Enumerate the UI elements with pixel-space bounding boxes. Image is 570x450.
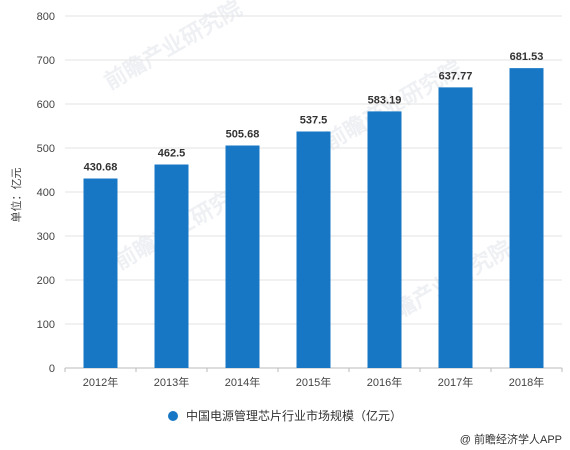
y-tick-label: 0 <box>49 363 55 375</box>
data-label: 583.19 <box>368 94 402 106</box>
x-axis-ticks: 2012年 2013年 2014年 2015年 2016年 2017年 2018年 <box>83 375 544 389</box>
data-label: 537.5 <box>300 115 328 127</box>
y-axis-ticks: 0 100 200 300 400 500 600 700 800 <box>37 11 55 375</box>
data-labels: 430.68 462.5 505.68 537.5 583.19 637.77 681.53 <box>84 51 544 173</box>
y-tick-label: 700 <box>37 55 55 67</box>
bar <box>509 68 544 368</box>
y-tick-label: 300 <box>37 231 55 243</box>
x-tick-label: 2018年 <box>509 375 544 389</box>
legend-label: 中国电源管理芯片行业市场规模（亿元） <box>185 409 402 423</box>
data-label: 462.5 <box>158 148 186 160</box>
y-tick-label: 600 <box>37 99 55 111</box>
y-tick-label: 400 <box>37 187 55 199</box>
y-tick-label: 100 <box>37 319 55 331</box>
data-label: 505.68 <box>226 129 260 141</box>
legend-marker <box>167 411 178 421</box>
x-tick-label: 2014年 <box>225 375 260 389</box>
y-tick-label: 500 <box>37 143 55 155</box>
x-tick-label: 2017年 <box>438 375 473 389</box>
bar <box>367 111 402 369</box>
bar <box>154 164 189 368</box>
bar <box>296 131 331 368</box>
bar <box>83 178 118 368</box>
watermark-text: 前瞻产业研究院 <box>100 0 246 94</box>
data-label: 430.68 <box>84 162 118 174</box>
x-tick-label: 2013年 <box>154 375 189 389</box>
bar <box>225 145 260 368</box>
data-label: 681.53 <box>510 51 544 63</box>
x-tick-label: 2012年 <box>83 375 118 389</box>
bars-layer <box>83 68 544 369</box>
x-tick-label: 2016年 <box>367 375 402 389</box>
y-tick-label: 800 <box>37 11 55 23</box>
y-tick-label: 200 <box>37 275 55 287</box>
y-axis-title: 单位：亿元 <box>9 168 23 223</box>
data-label: 637.77 <box>439 70 473 82</box>
x-tick-label: 2015年 <box>296 375 331 389</box>
legend: 中国电源管理芯片行业市场规模（亿元） <box>0 407 570 424</box>
bar <box>438 87 473 369</box>
source-credit: @ 前瞻经济学人APP <box>459 434 562 446</box>
